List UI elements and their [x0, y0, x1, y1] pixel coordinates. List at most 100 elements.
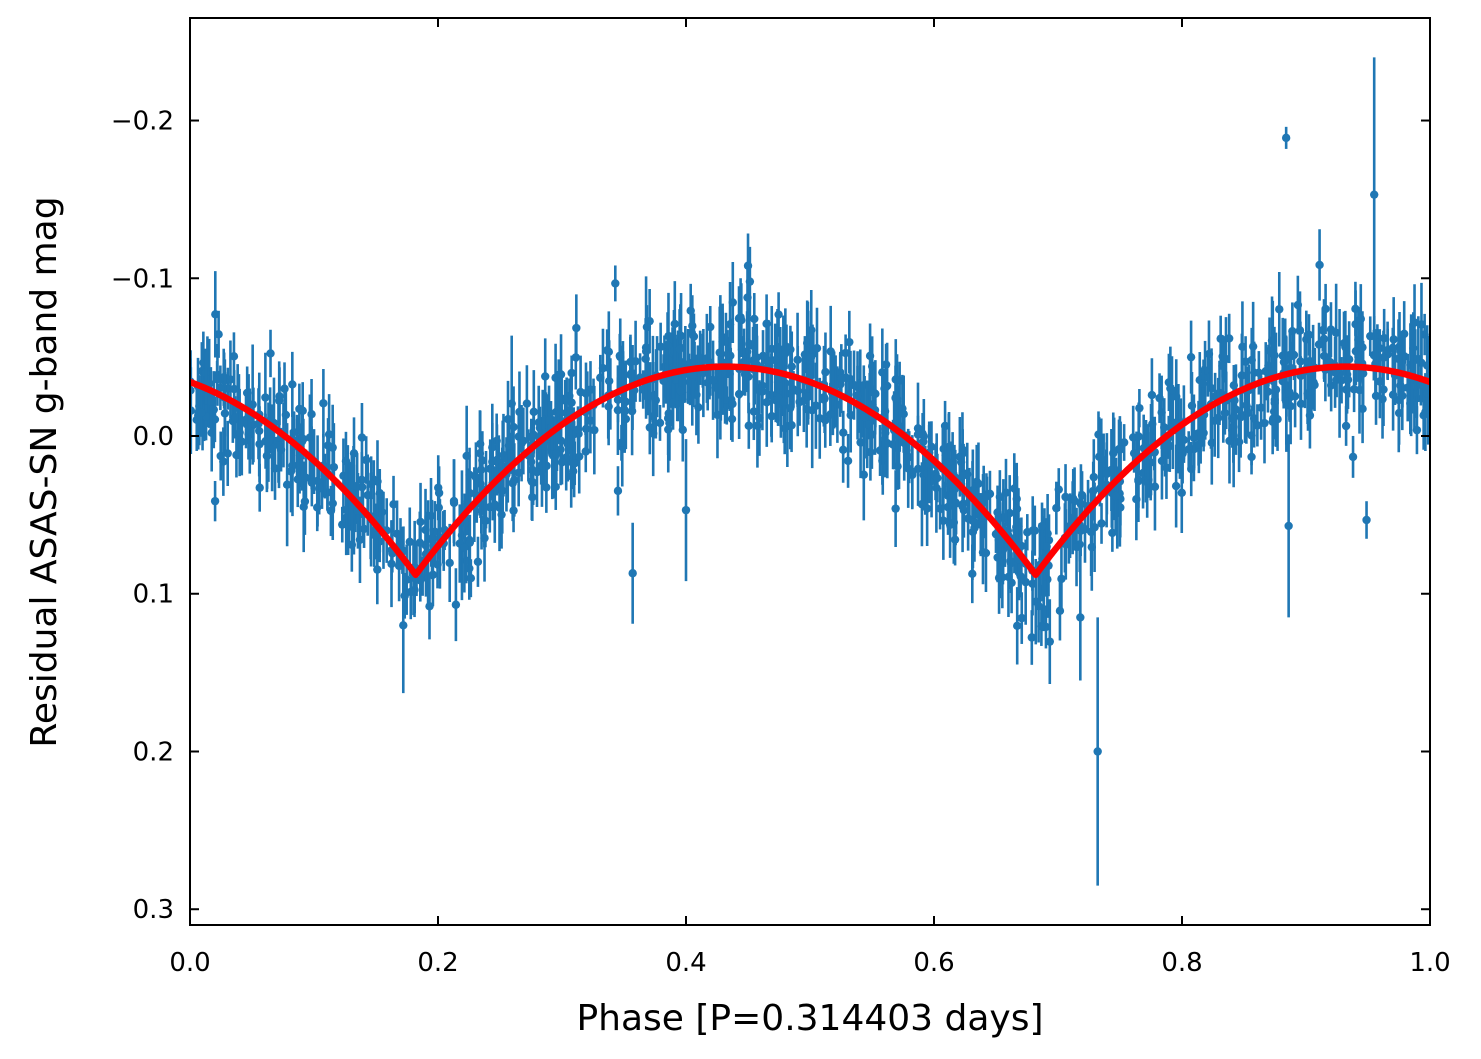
data-point	[1307, 386, 1316, 396]
data-point	[389, 500, 398, 509]
data-point	[1256, 403, 1266, 412]
data-point	[427, 534, 436, 544]
data-point	[645, 391, 655, 401]
data-point	[552, 449, 561, 458]
data-point	[613, 486, 623, 496]
data-point	[1330, 368, 1340, 377]
data-point	[1134, 476, 1143, 486]
data-point	[1013, 621, 1022, 631]
data-point	[295, 404, 304, 414]
data-point	[933, 473, 942, 483]
data-point	[1315, 260, 1324, 270]
data-point	[1236, 412, 1245, 422]
data-point	[1055, 606, 1065, 616]
data-point	[264, 437, 273, 447]
y-axis-label: Residual ASAS-SN g-band mag	[24, 196, 65, 747]
data-point	[1304, 330, 1314, 340]
data-point	[1343, 375, 1353, 384]
data-point	[449, 496, 459, 506]
data-point	[670, 319, 680, 329]
data-point	[214, 330, 223, 339]
data-point	[974, 479, 983, 488]
data-point	[993, 508, 1002, 517]
data-point	[1097, 519, 1106, 528]
data-point	[1017, 541, 1026, 551]
data-point	[793, 386, 802, 396]
data-point	[663, 340, 672, 350]
data-point	[1007, 578, 1016, 587]
data-point	[781, 349, 790, 358]
x-tick-label: 0.4	[665, 948, 706, 978]
data-point	[812, 344, 822, 353]
data-point	[843, 456, 853, 466]
data-point	[575, 452, 584, 461]
data-point	[210, 415, 220, 424]
data-point	[837, 374, 846, 383]
data-point	[767, 412, 776, 421]
data-point	[245, 426, 254, 436]
data-point	[1012, 504, 1022, 514]
y-tick-label: −0.2	[111, 107, 174, 137]
data-point	[230, 413, 240, 422]
data-point	[297, 462, 307, 471]
data-point	[1355, 385, 1364, 395]
x-tick-label: 0.6	[913, 948, 954, 978]
data-point	[1228, 414, 1237, 423]
data-point	[628, 569, 637, 578]
model-line-group	[190, 363, 1430, 579]
data-point	[445, 558, 454, 568]
data-point	[853, 391, 862, 400]
data-point	[1045, 637, 1054, 646]
data-point	[514, 468, 523, 477]
data-point	[509, 506, 518, 515]
data-point	[462, 451, 471, 461]
data-point	[982, 492, 991, 501]
data-point	[676, 386, 685, 396]
data-point	[1375, 377, 1385, 386]
data-point	[1265, 346, 1274, 355]
data-point	[567, 398, 576, 407]
axis-ticks: 0.0 0.2 0.4 0.6 0.8 1.0 −0.2 −0.1 0.0 0.1 0.2 0.3	[111, 18, 1451, 978]
data-point	[841, 348, 850, 358]
data-point	[1399, 329, 1409, 339]
data-point	[758, 387, 767, 396]
data-point	[839, 428, 848, 437]
data-point	[1155, 393, 1164, 403]
data-point	[288, 380, 297, 389]
data-point	[615, 351, 624, 361]
data-point	[880, 384, 889, 393]
data-point	[826, 410, 835, 419]
data-point	[375, 488, 384, 498]
data-point	[1147, 390, 1157, 400]
data-point	[373, 565, 382, 574]
y-tick-label: −0.1	[111, 264, 174, 294]
data-point	[1314, 340, 1324, 349]
data-point	[1037, 521, 1047, 531]
data-point	[1319, 334, 1329, 344]
data-point	[551, 482, 560, 492]
data-point	[641, 343, 651, 352]
data-point	[806, 353, 816, 362]
data-point	[1111, 491, 1120, 501]
data-point	[526, 457, 536, 467]
data-point	[313, 503, 322, 512]
data-point	[875, 446, 885, 455]
data-point	[762, 398, 771, 407]
data-point	[1186, 352, 1196, 362]
data-point	[515, 407, 524, 417]
data-point	[1247, 431, 1256, 440]
data-point	[1028, 526, 1037, 535]
data-point	[1370, 190, 1379, 199]
data-point	[611, 279, 620, 288]
data-point	[959, 471, 968, 480]
data-point	[223, 449, 232, 458]
data-point	[883, 438, 892, 448]
data-point	[460, 543, 469, 553]
data-point	[1422, 389, 1430, 398]
data-point	[229, 384, 239, 394]
data-point	[815, 414, 824, 423]
data-point	[870, 389, 879, 398]
data-point	[745, 277, 755, 286]
data-point	[529, 407, 539, 417]
x-tick-label: 0.0	[169, 948, 210, 978]
